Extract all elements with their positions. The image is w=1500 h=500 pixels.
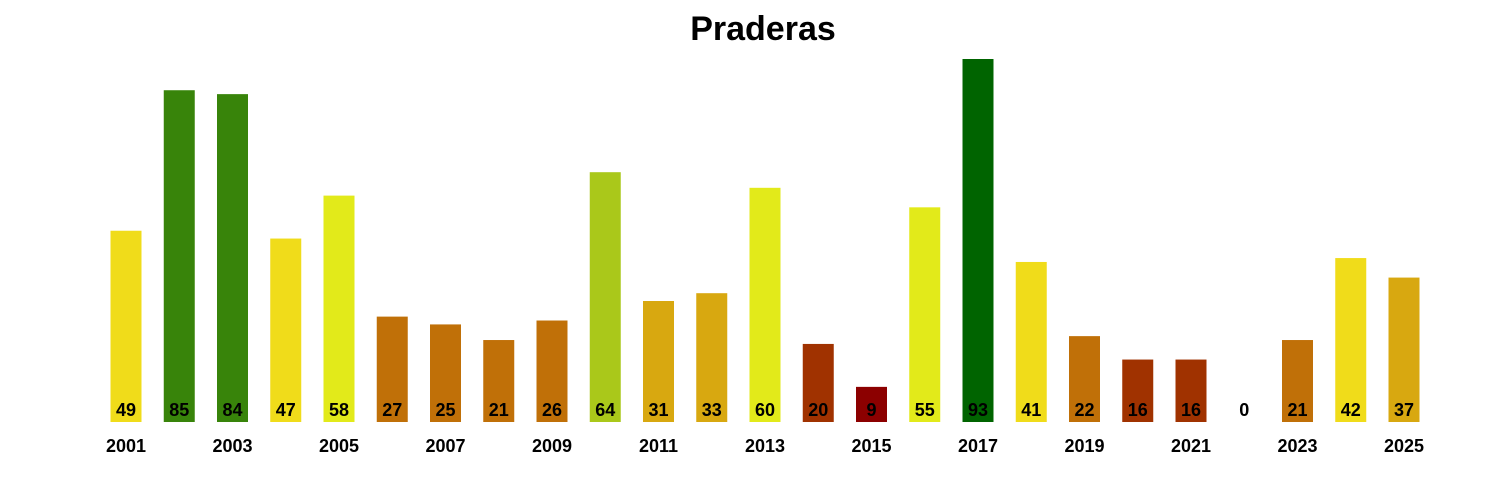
bar-2014 [802, 343, 834, 422]
bar-2013 [749, 187, 781, 422]
x-tick-label-2001: 2001 [106, 436, 146, 456]
bar-2017 [962, 59, 994, 422]
x-tick-label-2005: 2005 [319, 436, 359, 456]
value-label-2023: 21 [1287, 400, 1307, 420]
value-label-2017: 93 [968, 400, 988, 420]
bar-2011 [643, 301, 674, 422]
x-tick-label-2011: 2011 [639, 436, 678, 456]
x-tick-label-2021: 2021 [1171, 436, 1211, 456]
bar-2024 [1335, 258, 1367, 422]
bar-2010 [589, 172, 621, 422]
value-label-2011: 31 [648, 400, 668, 420]
bar-2007 [430, 324, 461, 422]
value-label-2002: 85 [169, 400, 189, 420]
x-tick-label-2003: 2003 [212, 436, 252, 456]
bar-2023 [1282, 340, 1313, 422]
x-tick-label-2017: 2017 [958, 436, 998, 456]
value-label-2003: 84 [222, 400, 242, 420]
x-tick-label-2007: 2007 [425, 436, 465, 456]
value-label-2020: 16 [1128, 400, 1148, 420]
bar-2020 [1122, 359, 1154, 422]
value-label-2019: 22 [1074, 400, 1094, 420]
bar-2004 [270, 238, 302, 422]
value-label-2005: 58 [329, 400, 349, 420]
bar-2009 [536, 320, 568, 422]
value-label-2014: 20 [808, 400, 828, 420]
value-label-2025: 37 [1394, 400, 1414, 420]
value-label-2009: 26 [542, 400, 562, 420]
value-label-2006: 27 [382, 400, 402, 420]
x-tick-label-2009: 2009 [532, 436, 572, 456]
x-tick-label-2015: 2015 [851, 436, 891, 456]
value-label-2021: 16 [1181, 400, 1201, 420]
value-label-2012: 33 [702, 400, 722, 420]
value-label-2001: 49 [116, 400, 136, 420]
bar-2008 [483, 340, 515, 422]
x-tick-label-2013: 2013 [745, 436, 785, 456]
value-label-2008: 21 [489, 400, 509, 420]
bar-2012 [696, 293, 728, 422]
bar-2006 [376, 316, 408, 422]
value-label-2016: 55 [915, 400, 935, 420]
value-label-2022: 0 [1239, 400, 1249, 420]
x-tick-label-2025: 2025 [1384, 436, 1424, 456]
bar-2018 [1015, 261, 1047, 422]
x-tick-label-2023: 2023 [1277, 436, 1317, 456]
bar-2016 [909, 207, 941, 422]
bar-2025 [1388, 277, 1420, 422]
value-label-2004: 47 [276, 400, 296, 420]
value-label-2018: 41 [1021, 400, 1041, 420]
value-label-2015: 9 [866, 400, 876, 420]
value-label-2010: 64 [595, 400, 615, 420]
bar-2005 [323, 195, 355, 422]
bar-2015 [856, 386, 887, 422]
bar-2021 [1175, 359, 1207, 422]
bar-2019 [1069, 336, 1100, 422]
chart-title: Praderas [690, 10, 836, 48]
bar-2001 [110, 230, 142, 422]
value-label-2007: 25 [435, 400, 455, 420]
bar-2003 [217, 94, 248, 423]
value-label-2024: 42 [1341, 400, 1361, 420]
x-tick-label-2019: 2019 [1064, 436, 1104, 456]
value-label-2013: 60 [755, 400, 775, 420]
bar-2002 [163, 90, 195, 423]
